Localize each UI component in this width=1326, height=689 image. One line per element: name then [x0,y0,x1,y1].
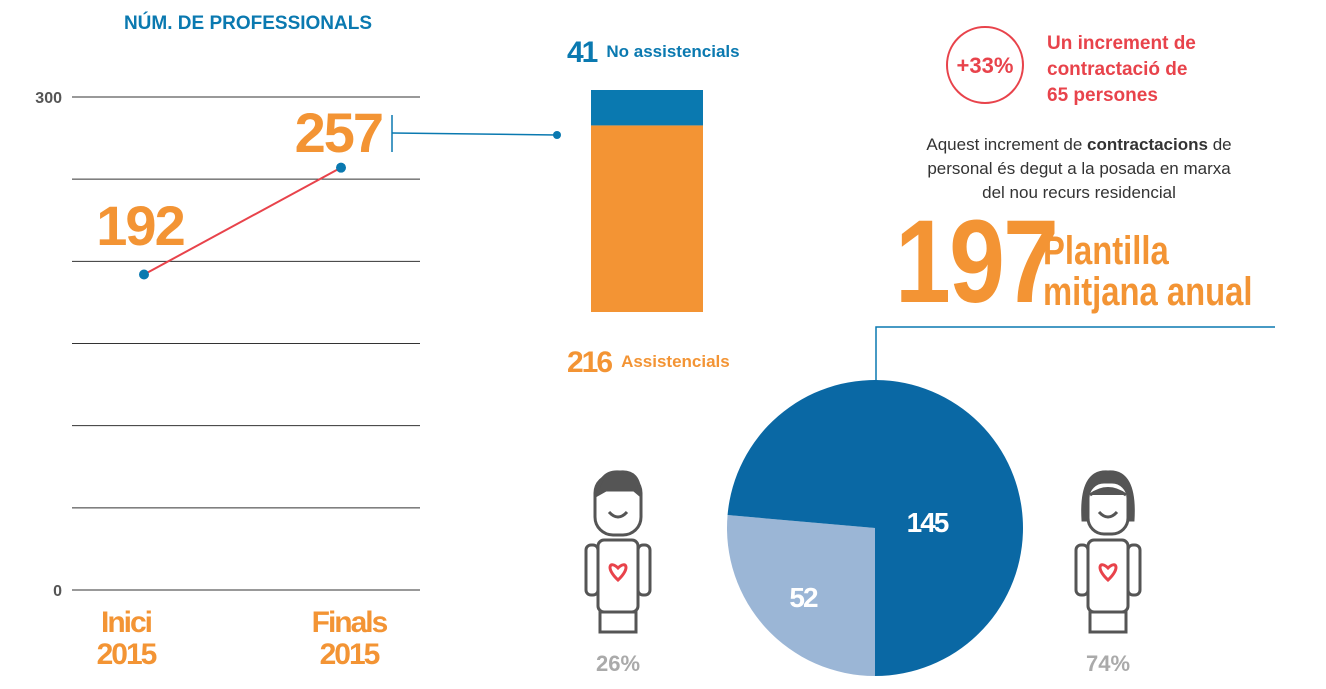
pie-slice [727,380,1023,676]
percent-label: 26% [596,651,640,676]
callout-line: contractació de [1047,59,1187,80]
percent-label: 74% [1086,651,1130,676]
connector [875,326,1275,385]
woman-icon [1074,470,1142,634]
paragraph-line: Aquest increment de contractacions de [926,135,1231,154]
x-tick-label: Inici [101,606,152,639]
pie-subtitle: Plantilla [1043,228,1169,273]
line-chart-title: NÚM. DE PROFESSIONALS [124,12,372,34]
point [336,162,346,173]
segment-value: 216 [567,346,612,379]
text: de [1213,135,1232,154]
y-tick-label: 300 [35,90,62,107]
x-tick-label: 2015 [320,638,380,671]
callout-badge: +33% [957,53,1014,78]
bar-segment [591,125,703,312]
pie-title: 197 [895,196,1057,327]
slice-label: 145 [907,507,949,538]
data-label: 192 [96,194,183,257]
bar-segment [591,90,703,126]
pie-slice [727,515,875,676]
paragraph-line: personal és degut a la posada en marxa [927,159,1231,178]
slice-label: 52 [789,582,818,613]
connector [391,132,558,136]
text: Aquest increment de [926,135,1082,154]
callout-line: 65 persones [1047,85,1158,106]
y-tick-label: 0 [53,583,62,600]
point [139,269,149,280]
callout-line: Un increment de [1047,33,1196,54]
legend-label: Assistencials [621,352,730,371]
text-bold: contractacions [1087,135,1208,154]
segment-value: 41 [567,36,598,69]
callout-circle [946,26,1024,104]
pie-subtitle: mitjana anual [1043,269,1253,314]
man-icon [584,470,652,634]
connector-dot [553,131,561,139]
line [143,166,342,276]
x-tick-label: Finals [312,606,388,639]
data-label: 257 [295,101,382,164]
paragraph-line: del nou recurs residencial [982,183,1176,202]
legend-label: No assistencials [606,42,739,61]
x-tick-label: 2015 [97,638,157,671]
